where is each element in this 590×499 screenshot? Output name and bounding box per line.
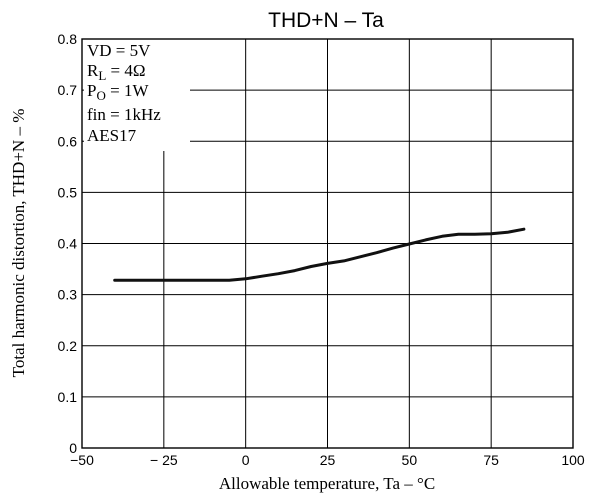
- condition-rl-rest: = 4Ω: [106, 61, 145, 80]
- y-tick-label: 0.8: [58, 31, 78, 47]
- thd-series-line: [113, 227, 526, 282]
- y-tick-label: 0.6: [58, 133, 78, 149]
- condition-rl: RL = 4Ω: [87, 61, 146, 83]
- condition-aes: AES17: [87, 126, 137, 145]
- legend-background: [84, 39, 190, 151]
- x-tick-label: − 25: [150, 452, 178, 468]
- y-tick-label: 0.4: [58, 236, 78, 252]
- series: [113, 227, 526, 282]
- condition-fin: fin = 1kHz: [87, 105, 161, 124]
- y-tick-label: 0.2: [58, 338, 78, 354]
- condition-vd-text: VD = 5V: [87, 41, 151, 60]
- condition-rl-base: R: [87, 61, 99, 80]
- condition-fin-text: fin = 1kHz: [87, 105, 161, 124]
- plot-frame: [81, 38, 574, 449]
- chart-title: THD+N – Ta: [268, 9, 384, 32]
- y-tick-label: 0.3: [58, 287, 78, 303]
- x-axis-label: Allowable temperature, Ta – °C: [219, 474, 435, 493]
- y-tick-label: 0.5: [58, 184, 78, 200]
- condition-aes-text: AES17: [87, 126, 137, 145]
- y-tick-label: 0: [69, 440, 77, 456]
- x-tick-label: −50: [70, 452, 94, 468]
- condition-po-sub: O: [96, 88, 105, 103]
- y-tick-label: 0.7: [58, 82, 78, 98]
- x-tick-label: 25: [320, 452, 336, 468]
- condition-po-base: P: [87, 81, 96, 100]
- tick-labels: −50 − 25 0 25 50 75 100 0 0.1 0.2 0.3 0.4 0.5 0.6 0.7 0…: [58, 31, 585, 468]
- y-tick-label: 0.1: [58, 389, 78, 405]
- x-tick-label: 100: [561, 452, 585, 468]
- condition-rl-sub: L: [98, 68, 106, 83]
- condition-po-rest: = 1W: [106, 81, 150, 100]
- x-tick-label: 50: [402, 452, 418, 468]
- x-tick-label: 0: [242, 452, 250, 468]
- condition-vd: VD = 5V: [87, 41, 151, 60]
- legend-box: VD = 5V RL = 4Ω PO = 1W fin = 1kHz AES17: [84, 39, 190, 151]
- y-axis-label: Total harmonic distortion, THD+N – %: [9, 109, 28, 378]
- condition-po: PO = 1W: [87, 81, 149, 103]
- x-tick-label: 75: [483, 452, 499, 468]
